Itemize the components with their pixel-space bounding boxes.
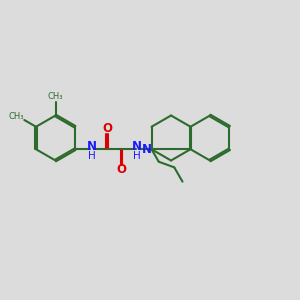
Text: O: O bbox=[116, 164, 127, 176]
Text: O: O bbox=[102, 122, 112, 135]
Text: H: H bbox=[133, 151, 141, 161]
Text: N: N bbox=[132, 140, 142, 153]
Text: N: N bbox=[142, 143, 152, 156]
Text: H: H bbox=[88, 151, 95, 161]
Text: N: N bbox=[86, 140, 97, 153]
Text: CH₃: CH₃ bbox=[48, 92, 63, 101]
Text: CH₃: CH₃ bbox=[8, 112, 24, 121]
